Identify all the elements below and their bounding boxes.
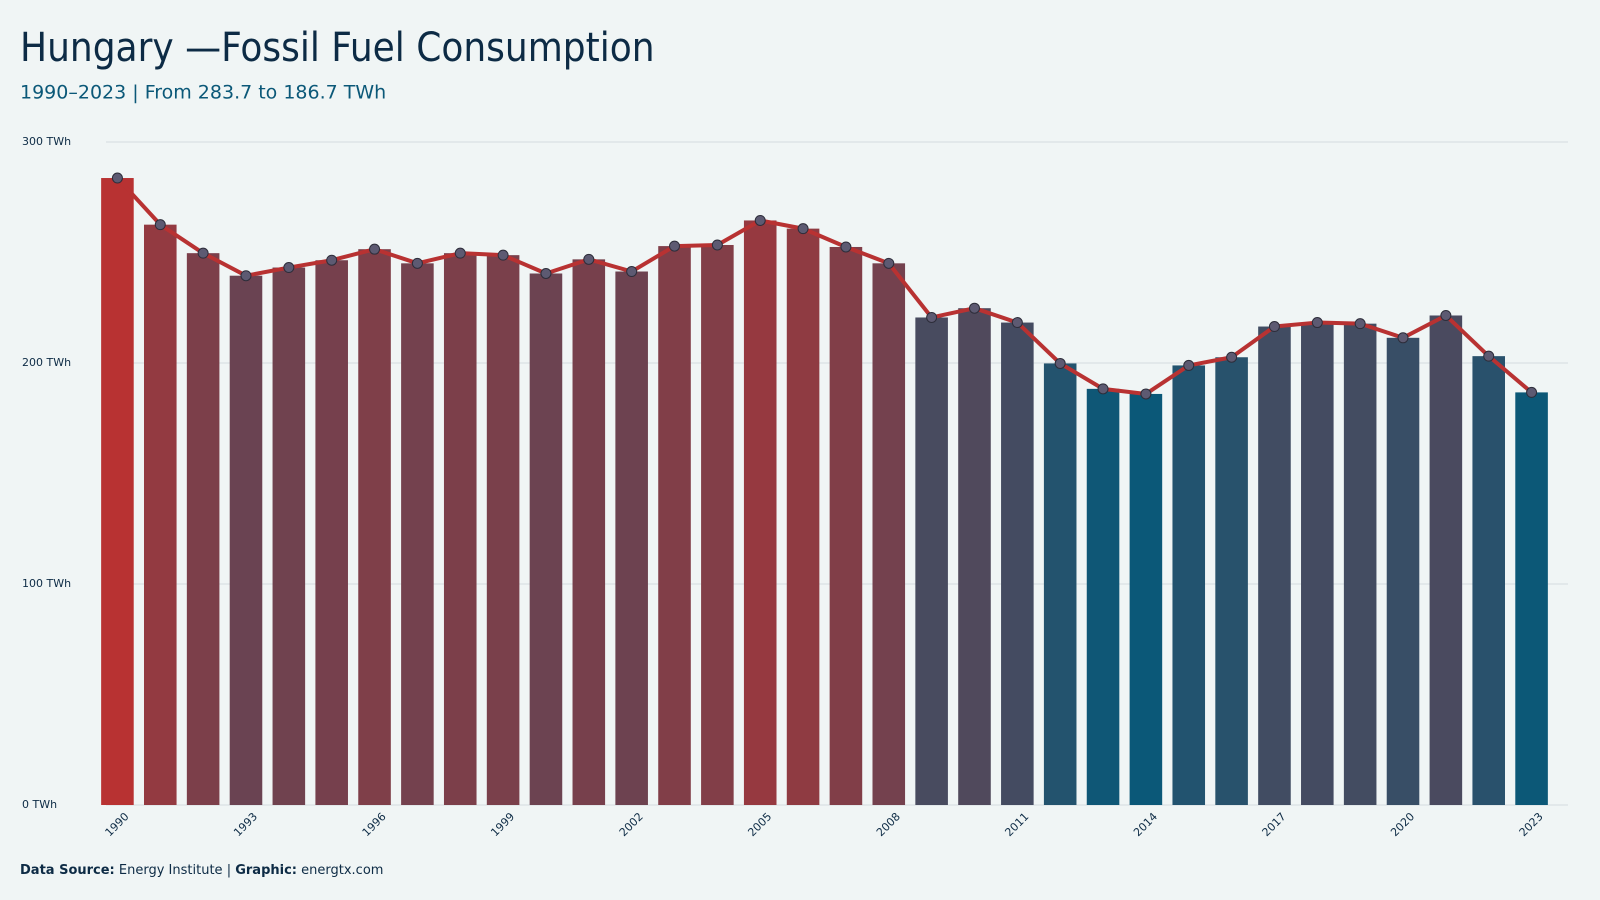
bar	[143, 224, 177, 806]
marker	[197, 247, 209, 259]
bar	[358, 249, 391, 805]
bar	[101, 178, 134, 805]
bar	[1301, 322, 1334, 805]
marker	[711, 239, 723, 251]
bar	[1343, 323, 1377, 805]
y-tick-label: 200 TWh	[22, 356, 71, 369]
marker	[669, 240, 681, 252]
bar	[186, 253, 220, 806]
bar	[658, 246, 691, 805]
marker	[1226, 351, 1238, 363]
marker	[840, 241, 852, 253]
footer-source-label: Data Source:	[20, 863, 115, 878]
bar	[1386, 337, 1420, 805]
marker	[583, 253, 595, 265]
marker	[1097, 383, 1109, 395]
bar	[615, 271, 648, 806]
marker	[1397, 332, 1409, 344]
footer-source: Energy Institute	[119, 863, 223, 878]
marker	[1183, 359, 1195, 371]
marker	[883, 257, 895, 269]
marker	[797, 223, 809, 235]
bar	[1129, 393, 1163, 805]
bar	[786, 228, 820, 805]
bar	[872, 263, 906, 806]
footer: Data Source: Energy Institute | Graphic:…	[20, 863, 383, 878]
bar	[229, 275, 263, 806]
bar	[1086, 388, 1120, 805]
marker	[240, 270, 252, 282]
bar	[1001, 322, 1034, 805]
bar	[572, 259, 606, 805]
marker	[1268, 321, 1280, 333]
marker	[754, 214, 766, 226]
trend-line	[115, 176, 1533, 396]
marker	[1054, 357, 1066, 369]
bar	[529, 273, 563, 805]
bar	[701, 244, 734, 806]
bar	[1515, 392, 1548, 805]
footer-graphic: energtx.com	[301, 863, 383, 878]
footer-separator: |	[227, 863, 231, 878]
bar	[401, 263, 434, 806]
marker	[1354, 318, 1366, 330]
bar	[829, 246, 863, 806]
marker	[1483, 350, 1495, 362]
bar	[486, 255, 520, 806]
marker	[1440, 309, 1452, 321]
marker	[326, 254, 338, 266]
marker	[1011, 317, 1023, 329]
marker	[154, 219, 166, 231]
marker	[283, 262, 295, 274]
marker	[454, 247, 466, 259]
marker	[540, 267, 552, 279]
bar	[1472, 356, 1506, 805]
bar	[1043, 363, 1077, 805]
y-tick-label: 100 TWh	[22, 577, 71, 590]
marker	[111, 172, 123, 184]
y-tick-label: 0 TWh	[22, 798, 57, 811]
bar	[1172, 365, 1206, 805]
bar	[443, 253, 477, 806]
marker	[968, 302, 980, 314]
marker	[926, 311, 938, 323]
chart-subtitle: 1990–2023 | From 283.7 to 186.7 TWh	[20, 82, 386, 104]
marker	[369, 243, 381, 255]
footer-graphic-label: Graphic:	[235, 863, 297, 878]
bar	[1429, 315, 1463, 805]
bar	[743, 220, 777, 805]
bar	[1258, 326, 1291, 805]
marker	[1311, 317, 1323, 329]
chart-title: Hungary —Fossil Fuel Consumption	[20, 25, 655, 71]
marker	[411, 257, 423, 269]
marker	[1526, 386, 1538, 398]
bar	[915, 317, 948, 805]
bar	[272, 267, 306, 805]
bar	[315, 260, 348, 805]
marker	[1140, 388, 1152, 400]
marker	[626, 266, 638, 278]
y-tick-label: 300 TWh	[22, 135, 71, 148]
bar	[958, 308, 991, 805]
bar	[1215, 357, 1248, 805]
marker	[497, 249, 509, 261]
